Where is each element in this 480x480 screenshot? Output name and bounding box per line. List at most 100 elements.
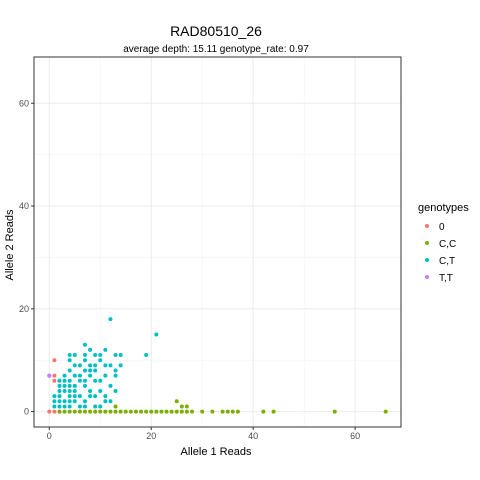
x-tick-label: 40 bbox=[248, 431, 258, 441]
legend-label: C,T bbox=[439, 256, 455, 267]
series-c-t bbox=[52, 317, 159, 409]
chart-subtitle: average depth: 15.11 genotype_rate: 0.97 bbox=[123, 44, 309, 55]
data-point bbox=[72, 409, 77, 414]
data-point bbox=[57, 394, 62, 399]
legend-key bbox=[425, 275, 429, 279]
data-point bbox=[98, 404, 103, 409]
data-point bbox=[179, 404, 184, 409]
legend-key bbox=[425, 258, 429, 262]
data-point bbox=[93, 409, 98, 414]
data-point bbox=[72, 394, 77, 399]
data-point bbox=[82, 358, 87, 363]
data-point bbox=[103, 394, 108, 399]
data-point bbox=[144, 353, 149, 358]
data-point bbox=[82, 383, 87, 388]
data-point bbox=[108, 399, 113, 404]
data-point bbox=[67, 399, 72, 404]
data-point bbox=[67, 358, 72, 363]
data-point bbox=[57, 404, 62, 409]
data-point bbox=[179, 409, 184, 414]
data-point bbox=[72, 399, 77, 404]
data-point bbox=[164, 409, 169, 414]
data-point bbox=[190, 409, 195, 414]
data-point bbox=[98, 409, 103, 414]
data-point bbox=[67, 378, 72, 383]
data-point bbox=[93, 353, 98, 358]
data-point bbox=[88, 368, 93, 373]
data-point bbox=[139, 409, 144, 414]
data-point bbox=[123, 409, 128, 414]
data-point bbox=[72, 353, 77, 358]
data-point bbox=[47, 373, 52, 378]
data-point bbox=[118, 363, 123, 368]
data-point bbox=[154, 332, 159, 337]
data-point bbox=[72, 389, 77, 394]
data-point bbox=[88, 409, 93, 414]
data-point bbox=[62, 383, 67, 388]
data-point bbox=[113, 389, 118, 394]
y-tick-label: 0 bbox=[24, 407, 29, 417]
data-point bbox=[82, 368, 87, 373]
data-point bbox=[159, 409, 164, 414]
data-point bbox=[82, 342, 87, 347]
data-point bbox=[72, 363, 77, 368]
data-point bbox=[52, 373, 57, 378]
y-tick-label: 40 bbox=[19, 201, 29, 211]
data-point bbox=[72, 373, 77, 378]
data-point bbox=[93, 378, 98, 383]
data-point bbox=[103, 363, 108, 368]
data-point bbox=[57, 409, 62, 414]
data-point bbox=[57, 389, 62, 394]
data-point bbox=[210, 409, 215, 414]
data-point bbox=[88, 389, 93, 394]
legend-label: 0 bbox=[439, 222, 445, 233]
data-point bbox=[235, 409, 240, 414]
data-point bbox=[174, 409, 179, 414]
data-point bbox=[225, 409, 230, 414]
data-point bbox=[67, 394, 72, 399]
data-point bbox=[261, 409, 266, 414]
data-point bbox=[184, 409, 189, 414]
data-point bbox=[271, 409, 276, 414]
data-point bbox=[52, 399, 57, 404]
data-point bbox=[52, 394, 57, 399]
data-point bbox=[67, 409, 72, 414]
data-point bbox=[108, 409, 113, 414]
data-point bbox=[98, 389, 103, 394]
data-point bbox=[62, 399, 67, 404]
data-point bbox=[108, 363, 113, 368]
data-point bbox=[82, 353, 87, 358]
data-point bbox=[52, 409, 57, 414]
data-point bbox=[169, 409, 174, 414]
data-point bbox=[98, 358, 103, 363]
data-point bbox=[57, 399, 62, 404]
data-point bbox=[67, 368, 72, 373]
y-tick-label: 20 bbox=[19, 304, 29, 314]
data-point bbox=[88, 373, 93, 378]
data-point bbox=[88, 394, 93, 399]
data-point bbox=[77, 394, 82, 399]
data-point bbox=[88, 347, 93, 352]
data-point bbox=[77, 404, 82, 409]
data-point bbox=[184, 404, 189, 409]
data-point bbox=[108, 383, 113, 388]
series-t-t bbox=[47, 373, 52, 378]
data-point bbox=[57, 378, 62, 383]
data-point bbox=[98, 378, 103, 383]
data-point bbox=[93, 363, 98, 368]
data-point bbox=[383, 409, 388, 414]
legend-label: T,T bbox=[439, 273, 453, 284]
y-axis-ticks: 0 20 40 60 bbox=[19, 98, 34, 417]
data-point bbox=[108, 317, 113, 322]
data-point bbox=[93, 368, 98, 373]
data-point bbox=[82, 399, 87, 404]
data-point bbox=[98, 353, 103, 358]
legend: genotypes 0 C,C C,T T,T bbox=[418, 202, 469, 284]
data-point bbox=[62, 373, 67, 378]
data-point bbox=[67, 383, 72, 388]
legend-title: genotypes bbox=[418, 202, 469, 214]
data-point bbox=[52, 404, 57, 409]
legend-key bbox=[425, 241, 429, 245]
x-tick-label: 0 bbox=[47, 431, 52, 441]
data-point bbox=[82, 378, 87, 383]
